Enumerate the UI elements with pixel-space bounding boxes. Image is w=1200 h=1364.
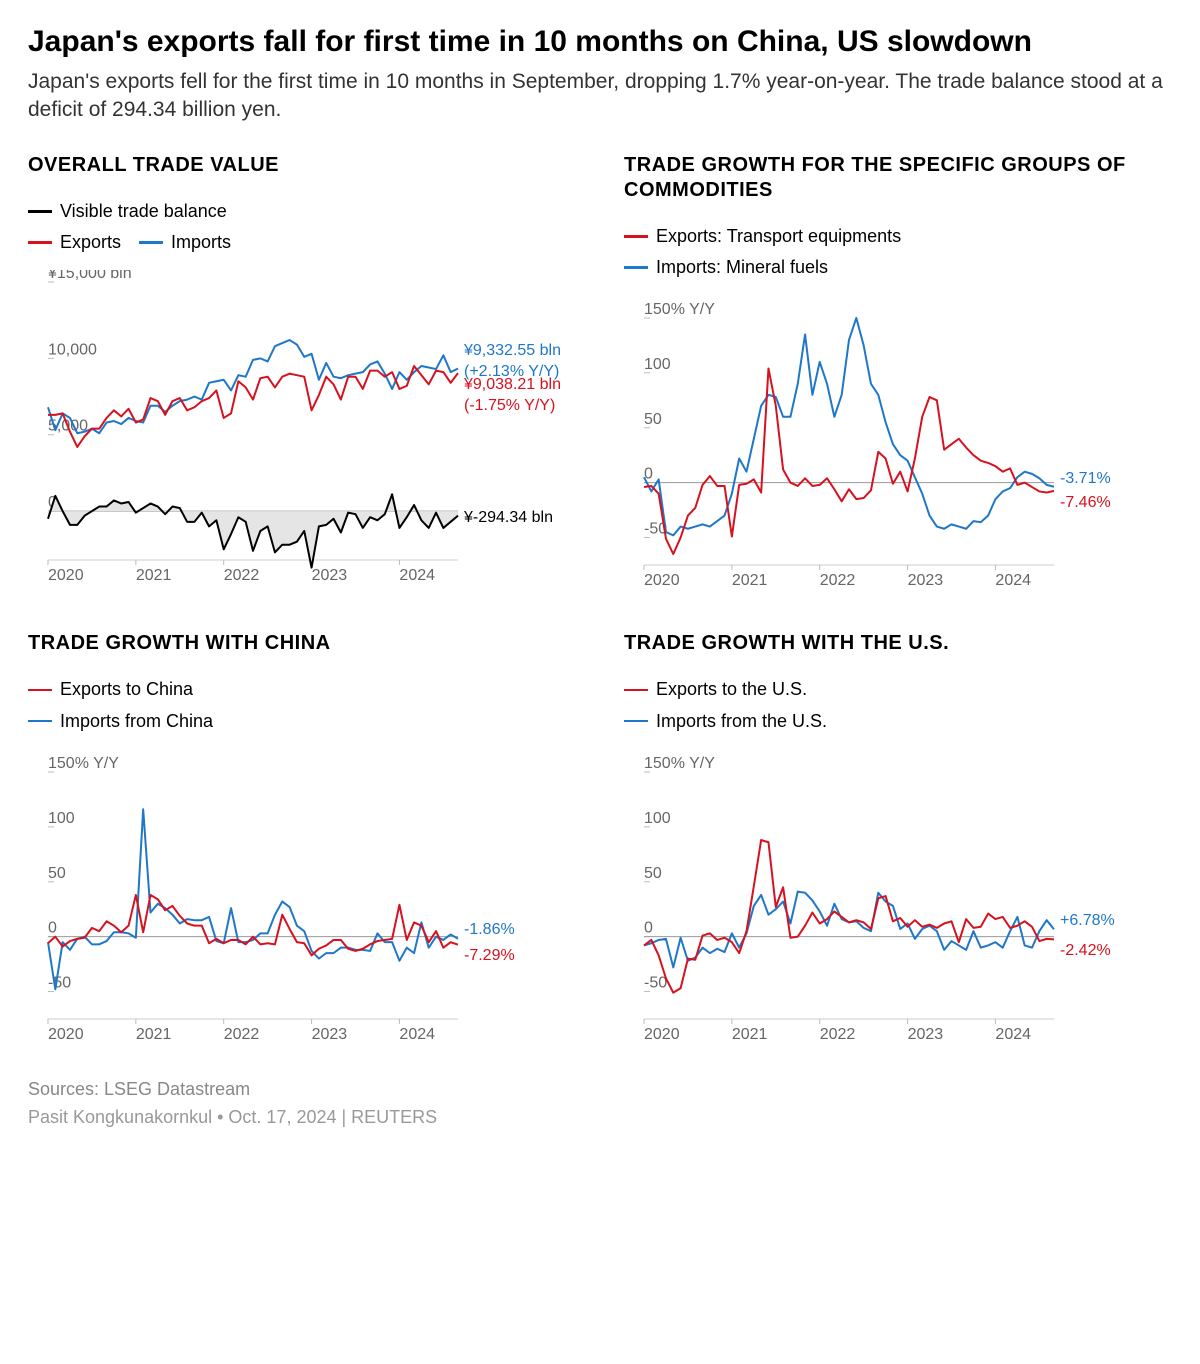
svg-text:2020: 2020 — [48, 1026, 84, 1043]
chart-end-label: -2.42% — [1060, 941, 1111, 962]
legend-label: Imports from China — [60, 708, 213, 735]
chart-end-label: -3.71% — [1060, 469, 1111, 490]
legend-label: Imports from the U.S. — [656, 708, 827, 735]
panel-overall-title: OVERALL TRADE VALUE — [28, 153, 576, 178]
legend-item: Exports: Transport equipments — [624, 223, 901, 250]
svg-text:-50: -50 — [48, 974, 71, 991]
chart-us: -50 0 50 100 150% Y/Y 2020 2021 2022 2023 2024 — [624, 749, 1164, 1049]
svg-text:100: 100 — [48, 810, 75, 827]
svg-text:2023: 2023 — [908, 1026, 944, 1043]
legend-item: Imports — [139, 229, 231, 256]
legend-swatch — [28, 689, 52, 692]
chart-end-label: -1.86% — [464, 920, 515, 941]
svg-text:150% Y/Y: 150% Y/Y — [644, 301, 715, 318]
legend-item: Exports to the U.S. — [624, 676, 807, 703]
svg-text:50: 50 — [644, 411, 662, 428]
svg-text:100: 100 — [644, 356, 671, 373]
svg-text:2023: 2023 — [312, 1026, 348, 1043]
svg-text:2021: 2021 — [136, 567, 172, 584]
chart-end-label: -7.46% — [1060, 493, 1111, 514]
svg-text:2022: 2022 — [224, 1026, 260, 1043]
legend-us: Exports to the U.S. Imports from the U.S. — [624, 672, 1172, 735]
svg-text:150% Y/Y: 150% Y/Y — [48, 755, 119, 772]
chart-commodities-wrap: -50050100150% Y/Y20202021202220232024 -3… — [624, 295, 1172, 595]
chart-end-label: ¥-294.34 bln — [464, 508, 553, 529]
chart-china: -50 0 50 100 150% Y/Y 2020 2021 2022 2023 2024 — [28, 749, 568, 1049]
legend-swatch — [624, 689, 648, 692]
svg-text:100: 100 — [644, 810, 671, 827]
svg-text:2022: 2022 — [820, 572, 856, 589]
legend-item: Imports: Mineral fuels — [624, 254, 828, 281]
panel-commodities-title: TRADE GROWTH FOR THE SPECIFIC GROUPS OF … — [624, 153, 1172, 203]
headline: Japan's exports fall for first time in 1… — [28, 24, 1172, 60]
chart-end-label: -7.29% — [464, 946, 515, 967]
svg-text:0: 0 — [48, 919, 57, 936]
legend-swatch — [624, 266, 648, 269]
svg-text:2024: 2024 — [399, 1026, 435, 1043]
footer-sources: Sources: LSEG Datastream — [28, 1075, 1172, 1104]
svg-text:2024: 2024 — [399, 567, 435, 584]
svg-text:10,000: 10,000 — [48, 342, 97, 359]
legend-item: Visible trade balance — [28, 198, 227, 225]
svg-text:¥15,000 bln: ¥15,000 bln — [47, 270, 132, 282]
svg-text:2022: 2022 — [224, 567, 260, 584]
legend-swatch — [28, 210, 52, 213]
legend-swatch — [28, 720, 52, 723]
legend-commodities: Exports: Transport equipments Imports: Mi… — [624, 219, 1172, 282]
panel-us-title: TRADE GROWTH WITH THE U.S. — [624, 631, 1172, 656]
panel-china-title: TRADE GROWTH WITH CHINA — [28, 631, 576, 656]
chart-overall-wrap: 05,00010,000¥15,000 bln20202021202220232… — [28, 270, 576, 590]
svg-text:2024: 2024 — [995, 572, 1031, 589]
panel-overall: OVERALL TRADE VALUE Visible trade balanc… — [28, 153, 576, 596]
svg-text:2024: 2024 — [995, 1026, 1031, 1043]
legend-label: Visible trade balance — [60, 198, 227, 225]
legend-label: Exports to China — [60, 676, 193, 703]
legend-item: Imports from China — [28, 708, 213, 735]
svg-text:2021: 2021 — [136, 1026, 172, 1043]
svg-text:2021: 2021 — [732, 1026, 768, 1043]
legend-label: Exports: Transport equipments — [656, 223, 901, 250]
legend-china: Exports to China Imports from China — [28, 672, 576, 735]
svg-text:150% Y/Y: 150% Y/Y — [644, 755, 715, 772]
legend-swatch — [624, 235, 648, 238]
legend-item: Exports to China — [28, 676, 193, 703]
svg-text:2023: 2023 — [312, 567, 348, 584]
chart-end-label: ¥9,038.21 bln(-1.75% Y/Y) — [464, 375, 561, 417]
panel-china: TRADE GROWTH WITH CHINA Exports to China… — [28, 631, 576, 1049]
svg-text:50: 50 — [48, 864, 66, 881]
chart-end-label: +6.78% — [1060, 911, 1115, 932]
footer-byline: Pasit Kongkunakornkul • Oct. 17, 2024 | … — [28, 1103, 1172, 1132]
legend-swatch — [139, 241, 163, 244]
chart-overall: 05,00010,000¥15,000 bln20202021202220232… — [28, 270, 568, 590]
legend-swatch — [28, 241, 52, 244]
svg-text:50: 50 — [644, 864, 662, 881]
legend-label: Exports to the U.S. — [656, 676, 807, 703]
svg-text:2020: 2020 — [644, 1026, 680, 1043]
svg-text:0: 0 — [644, 919, 653, 936]
panel-us: TRADE GROWTH WITH THE U.S. Exports to th… — [624, 631, 1172, 1049]
legend-label: Imports — [171, 229, 231, 256]
svg-text:2020: 2020 — [48, 567, 84, 584]
chart-us-wrap: -50 0 50 100 150% Y/Y 2020 2021 2022 2023 2024 +6… — [624, 749, 1172, 1049]
legend-swatch — [624, 720, 648, 723]
svg-text:2021: 2021 — [732, 572, 768, 589]
chart-china-wrap: -50 0 50 100 150% Y/Y 2020 2021 2022 2023 2024 -1… — [28, 749, 576, 1049]
chart-commodities: -50050100150% Y/Y20202021202220232024 — [624, 295, 1164, 595]
svg-text:2023: 2023 — [908, 572, 944, 589]
legend-item: Imports from the U.S. — [624, 708, 827, 735]
legend-label: Imports: Mineral fuels — [656, 254, 828, 281]
legend-overall: Visible trade balance Exports Imports — [28, 194, 576, 257]
legend-label: Exports — [60, 229, 121, 256]
footer: Sources: LSEG Datastream Pasit Kongkunak… — [28, 1075, 1172, 1133]
svg-text:2022: 2022 — [820, 1026, 856, 1043]
chart-grid: OVERALL TRADE VALUE Visible trade balanc… — [28, 153, 1172, 1049]
svg-text:-50: -50 — [644, 974, 667, 991]
dek: Japan's exports fell for the first time … — [28, 68, 1172, 125]
panel-commodities: TRADE GROWTH FOR THE SPECIFIC GROUPS OF … — [624, 153, 1172, 596]
svg-text:2020: 2020 — [644, 572, 680, 589]
legend-item: Exports — [28, 229, 121, 256]
